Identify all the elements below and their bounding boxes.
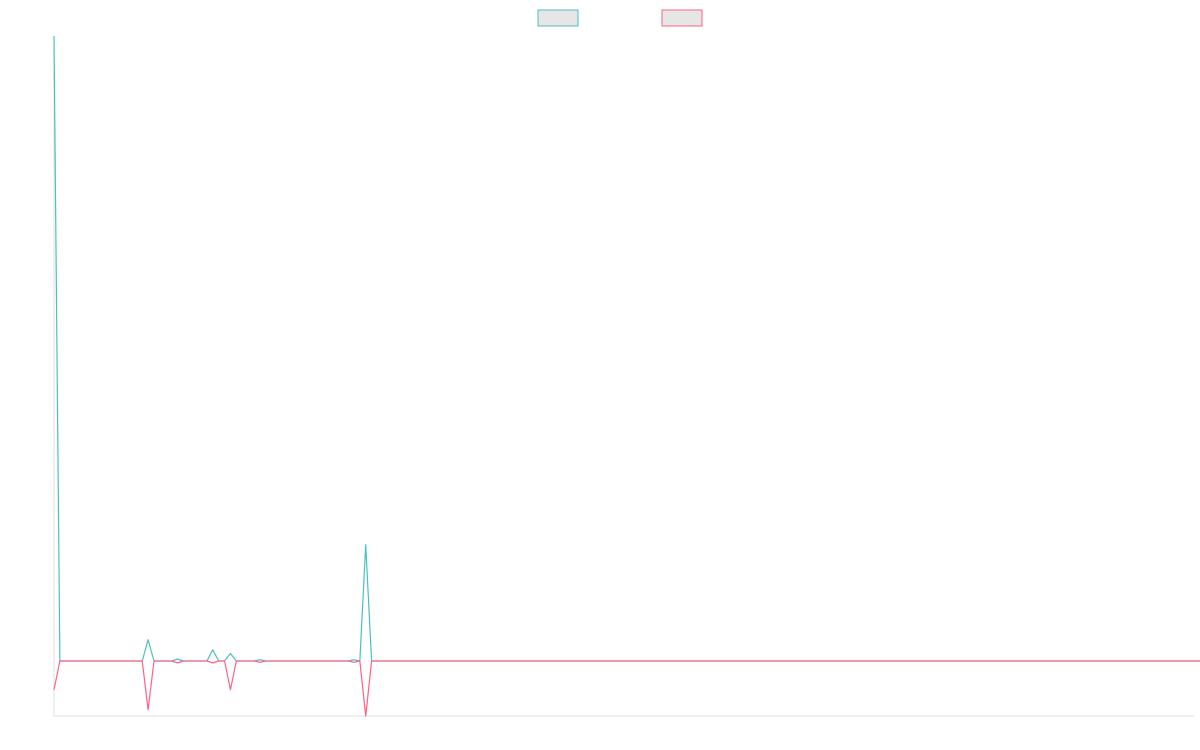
series-line (53, 660, 1200, 717)
legend-swatch (537, 9, 579, 27)
legend-swatch (661, 9, 703, 27)
series-line (53, 35, 1200, 662)
